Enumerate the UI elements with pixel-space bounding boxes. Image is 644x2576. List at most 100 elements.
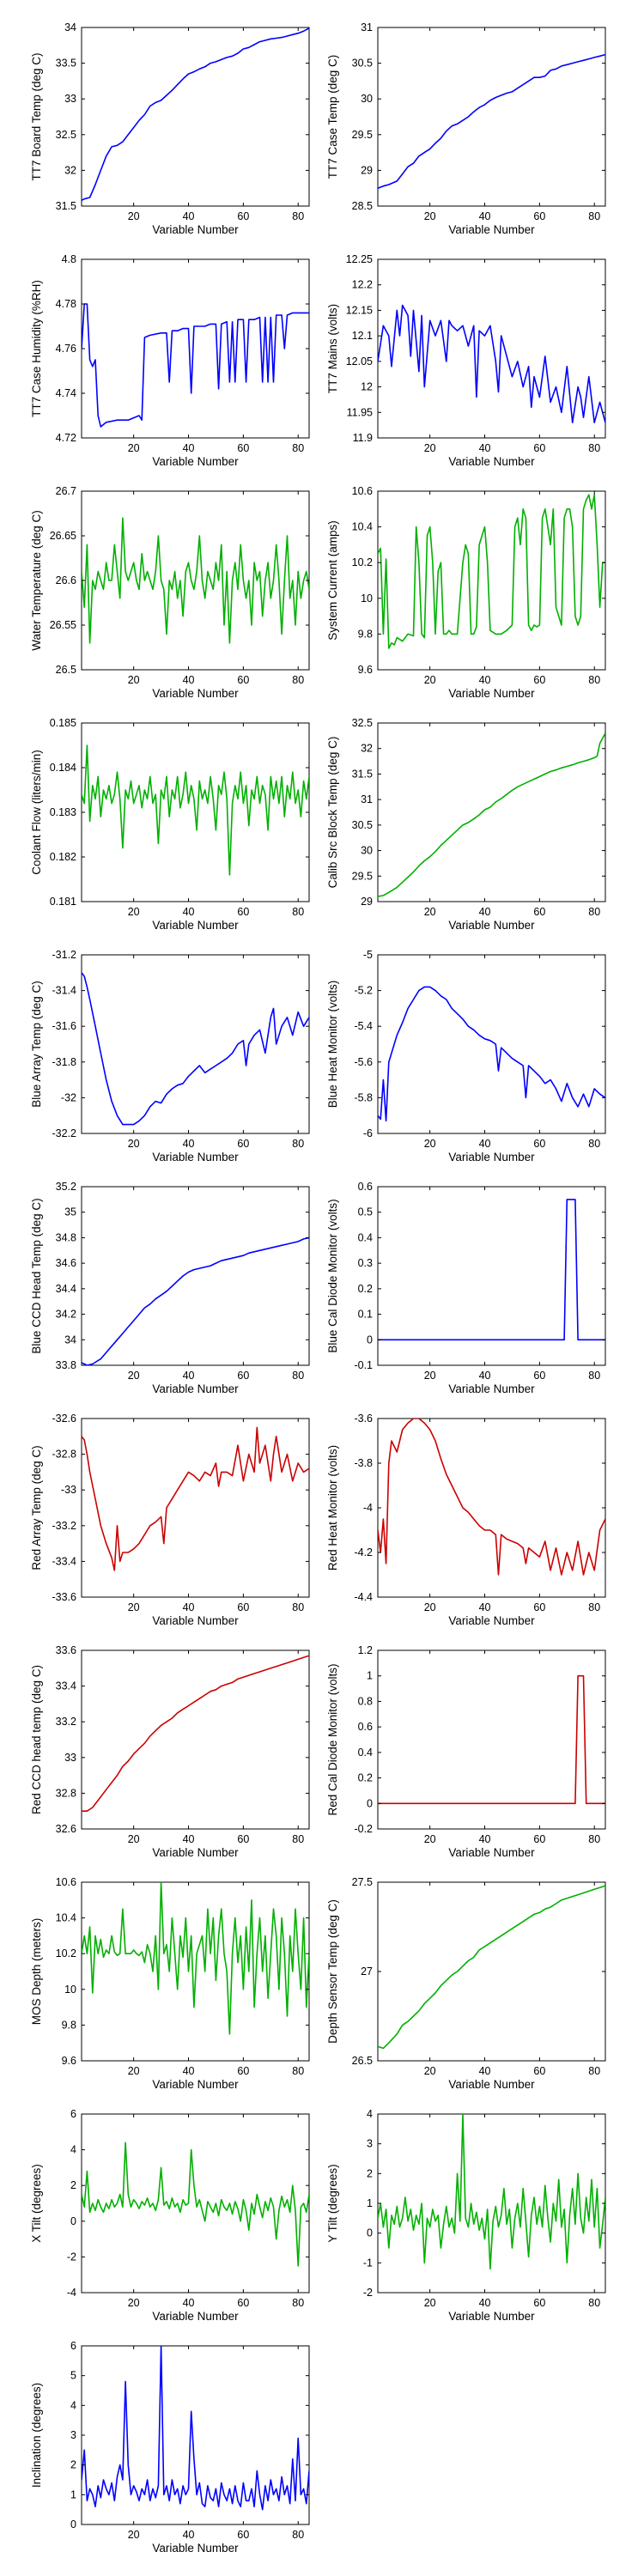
x-tick-label: 40 — [479, 1833, 491, 1845]
y-tick-label: 30 — [361, 845, 373, 857]
y-tick-label: 29 — [361, 164, 373, 176]
y-tick-label: -5.4 — [354, 1020, 373, 1032]
y-axis-title: TT7 Mains (volts) — [326, 304, 339, 393]
y-tick-label: 30.5 — [352, 58, 373, 70]
x-tick-label: 60 — [533, 442, 545, 454]
x-tick-label: 60 — [533, 1370, 545, 1382]
y-tick-label: 1 — [70, 2488, 76, 2500]
x-tick-label: 40 — [183, 1138, 195, 1150]
axes-box — [81, 2113, 310, 2293]
x-tick-label: 40 — [183, 2529, 195, 2541]
x-tick-label: 20 — [424, 1833, 436, 1845]
y-tick-label: -31.2 — [52, 949, 77, 961]
x-tick-label: 60 — [237, 2529, 249, 2541]
axes-box — [377, 722, 606, 902]
y-tick-label: 4.76 — [56, 343, 76, 355]
y-tick-label: -4.4 — [354, 1591, 373, 1603]
chart-panel: 20 40 60 80 -6 -5.8 -5.6 -5.4 -5.2 -5 Variable Num… — [326, 949, 606, 1163]
x-tick-label: 20 — [128, 210, 140, 222]
y-tick-label: -1 — [363, 2257, 373, 2269]
x-tick-label: 60 — [237, 1138, 249, 1150]
x-tick-label: 40 — [479, 1138, 491, 1150]
series-line — [378, 1199, 605, 1341]
y-tick-label: 33 — [64, 1752, 76, 1764]
y-axis-title: X Tilt (degrees) — [30, 2164, 43, 2243]
y-tick-label: 9.8 — [62, 2019, 76, 2031]
y-tick-label: 29 — [361, 896, 373, 908]
x-tick-label: 80 — [588, 2297, 600, 2309]
y-tick-label: 10.4 — [56, 1912, 76, 1924]
x-tick-label: 40 — [479, 1601, 491, 1613]
x-tick-label: 20 — [128, 442, 140, 454]
y-tick-label: -31.8 — [52, 1056, 77, 1068]
y-tick-label: 33.6 — [56, 1644, 76, 1656]
y-tick-label: 0.2 — [358, 1772, 373, 1784]
chart-panel: 20 40 60 80 11.9 11.95 12 12.05 12.1 12.15 12.2 12.… — [326, 253, 606, 468]
x-tick-label: 80 — [588, 906, 600, 918]
x-tick-label: 40 — [183, 2297, 195, 2309]
axes-box — [81, 1186, 310, 1366]
y-tick-label: 34.6 — [56, 1257, 76, 1269]
axes-box — [377, 954, 606, 1134]
x-tick-label: 60 — [533, 210, 545, 222]
y-tick-label: 32.6 — [56, 1823, 76, 1835]
y-tick-label: 0.182 — [50, 851, 76, 863]
series-line — [82, 1426, 309, 1571]
x-tick-label: 20 — [128, 1833, 140, 1845]
y-tick-label: 0.184 — [50, 762, 76, 774]
y-tick-label: 2 — [70, 2459, 76, 2471]
y-tick-label: 10 — [361, 592, 373, 605]
y-tick-label: -32 — [61, 1091, 76, 1103]
chart-panel: 20 40 60 80 32.6 32.8 33 33.2 33.4 33.6 Variable N… — [30, 1644, 310, 1859]
x-tick-label: 80 — [292, 906, 304, 918]
y-axis-title: Calib Src Block Temp (deg C) — [326, 737, 339, 889]
y-tick-label: 0.4 — [358, 1231, 373, 1243]
y-tick-label: 12.2 — [352, 279, 373, 291]
y-tick-label: 0.6 — [358, 1721, 373, 1733]
x-tick-label: 20 — [424, 1370, 436, 1382]
axes-box — [81, 1881, 310, 2062]
x-tick-label: 20 — [128, 1601, 140, 1613]
x-tick-label: 40 — [183, 1833, 195, 1845]
x-tick-label: 40 — [479, 906, 491, 918]
y-tick-label: 0 — [367, 2227, 373, 2239]
x-tick-label: 60 — [237, 2065, 249, 2077]
chart-panel: 20 40 60 80 29 29.5 30 30.5 31 31.5 32 32.5 Variable… — [326, 717, 606, 932]
y-tick-label: 4.72 — [56, 432, 76, 444]
x-tick-label: 80 — [292, 1138, 304, 1150]
y-tick-label: 29.5 — [352, 129, 373, 141]
y-tick-label: 4.8 — [62, 253, 76, 265]
y-axis-title: Depth Sensor Temp (deg C) — [326, 1899, 339, 2044]
y-tick-label: 0.1 — [358, 1309, 373, 1321]
y-tick-label: 10 — [64, 1984, 76, 1996]
y-tick-label: 32.5 — [56, 129, 76, 141]
y-tick-label: -3.8 — [354, 1457, 373, 1469]
y-tick-label: 33.8 — [56, 1359, 76, 1371]
x-tick-label: 40 — [183, 210, 195, 222]
x-tick-label: 60 — [237, 1833, 249, 1845]
x-tick-label: 40 — [479, 210, 491, 222]
y-tick-label: 10.2 — [352, 556, 373, 568]
x-tick-label: 20 — [128, 2297, 140, 2309]
y-tick-label: 0.5 — [358, 1206, 373, 1218]
x-tick-label: 60 — [237, 442, 249, 454]
y-tick-label: 4.74 — [56, 387, 76, 399]
chart-panel: 20 40 60 80 28.5 29 29.5 30 30.5 31 Variable Numbe… — [326, 21, 606, 236]
y-tick-label: -32.8 — [52, 1449, 77, 1461]
x-axis-title: Variable Number — [448, 919, 535, 932]
chart-panel: 20 40 60 80 -33.6 -33.4 -33.2 -33 -32.8 -32.6 Vari… — [30, 1413, 310, 1627]
axes-box — [81, 27, 310, 207]
y-tick-label: 9.6 — [62, 2055, 76, 2067]
axes-box — [377, 258, 606, 439]
y-tick-label: 4.78 — [56, 298, 76, 310]
axes-box — [377, 1649, 606, 1830]
x-tick-label: 60 — [533, 906, 545, 918]
x-tick-label: 80 — [588, 1138, 600, 1150]
y-tick-label: -2 — [363, 2287, 373, 2299]
y-tick-label: -33.4 — [52, 1555, 77, 1567]
x-tick-label: 20 — [424, 1601, 436, 1613]
x-tick-label: 60 — [533, 1138, 545, 1150]
y-tick-label: 31 — [361, 793, 373, 805]
x-tick-label: 20 — [128, 674, 140, 686]
